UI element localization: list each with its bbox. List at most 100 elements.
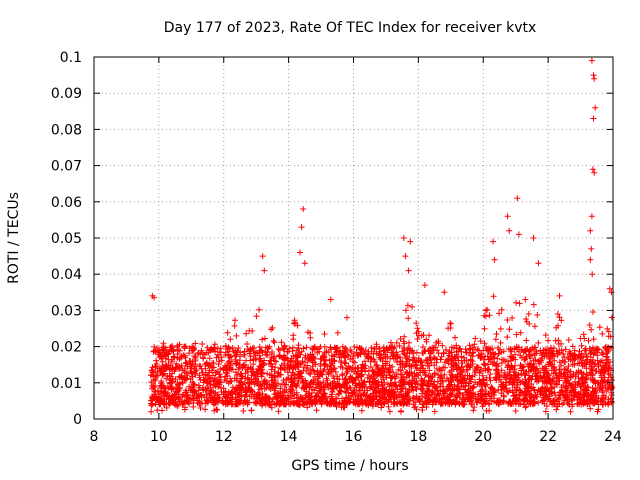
data-point [423,336,430,343]
x-tick-label: 24 [604,429,622,445]
data-point [600,396,607,403]
data-point [445,383,452,390]
data-point [418,362,425,369]
data-point [523,403,529,410]
data-point [495,386,502,393]
data-point [232,369,239,376]
data-point [259,336,266,343]
data-point [537,369,543,376]
data-point [448,344,455,351]
data-point [301,398,308,405]
data-point [457,346,464,352]
data-point [604,367,611,374]
data-point [497,325,504,332]
data-point [312,384,319,391]
data-point [464,372,471,379]
data-point [190,344,197,351]
data-point [198,365,205,372]
data-point [212,369,219,376]
data-point [199,341,206,347]
data-point [205,361,212,368]
data-point [412,403,419,410]
data-point [482,362,489,369]
data-point [233,351,240,358]
data-point [513,372,520,379]
data-point [356,381,363,388]
data-point [317,355,324,362]
data-point [608,314,615,321]
x-tick-label: 22 [539,429,557,445]
data-point [289,348,296,354]
data-point [182,360,189,367]
data-point [506,326,513,333]
data-point [510,393,517,400]
data-point [370,396,377,403]
data-point [364,354,371,361]
data-point [237,353,244,360]
data-point [564,397,571,404]
data-point [186,358,193,365]
chart-title: Day 177 of 2023, Rate Of TEC Index for r… [164,20,537,36]
data-point [224,397,231,404]
data-point [558,340,564,347]
data-point [539,398,546,405]
data-point [370,356,377,363]
data-point [325,384,332,391]
data-point [486,390,493,397]
data-point [430,398,437,405]
data-point [290,366,297,372]
data-point [533,372,540,379]
data-point [359,361,366,368]
data-point [235,397,241,404]
data-point [588,326,595,333]
data-point [510,400,516,407]
data-point [370,390,377,397]
data-point [606,285,613,292]
grid-lines [94,57,613,419]
data-point [316,385,323,392]
data-point [474,381,481,388]
data-point [298,396,305,403]
data-point [602,379,608,386]
data-point [606,362,613,369]
data-point [508,362,515,369]
data-point [554,311,561,317]
data-point [294,322,301,329]
data-point [549,375,556,382]
data-point [300,401,307,408]
data-point [561,370,567,377]
data-point [585,399,592,405]
data-point [176,341,183,348]
data-point [556,314,563,321]
data-point [339,395,346,402]
data-point [445,350,452,357]
data-point [512,408,519,414]
data-point [428,391,435,398]
data-point [295,374,302,381]
data-point [184,391,191,398]
data-point [496,310,503,317]
data-point [589,166,596,173]
data-point [256,306,263,313]
data-point [225,360,231,366]
data-point [313,407,320,414]
data-point [282,381,289,388]
data-point [211,401,217,408]
data-point [561,377,568,384]
data-point [187,368,194,375]
data-point [393,371,400,377]
data-point [304,404,311,411]
data-point [149,400,156,407]
data-point [401,340,408,347]
data-point [447,320,454,327]
data-point [380,395,386,402]
data-point [278,362,285,369]
data-point [299,358,306,365]
data-point [415,358,422,364]
data-point [222,349,229,356]
data-point [592,360,599,367]
data-point [262,401,269,408]
data-point [576,360,583,367]
data-point [183,370,190,377]
